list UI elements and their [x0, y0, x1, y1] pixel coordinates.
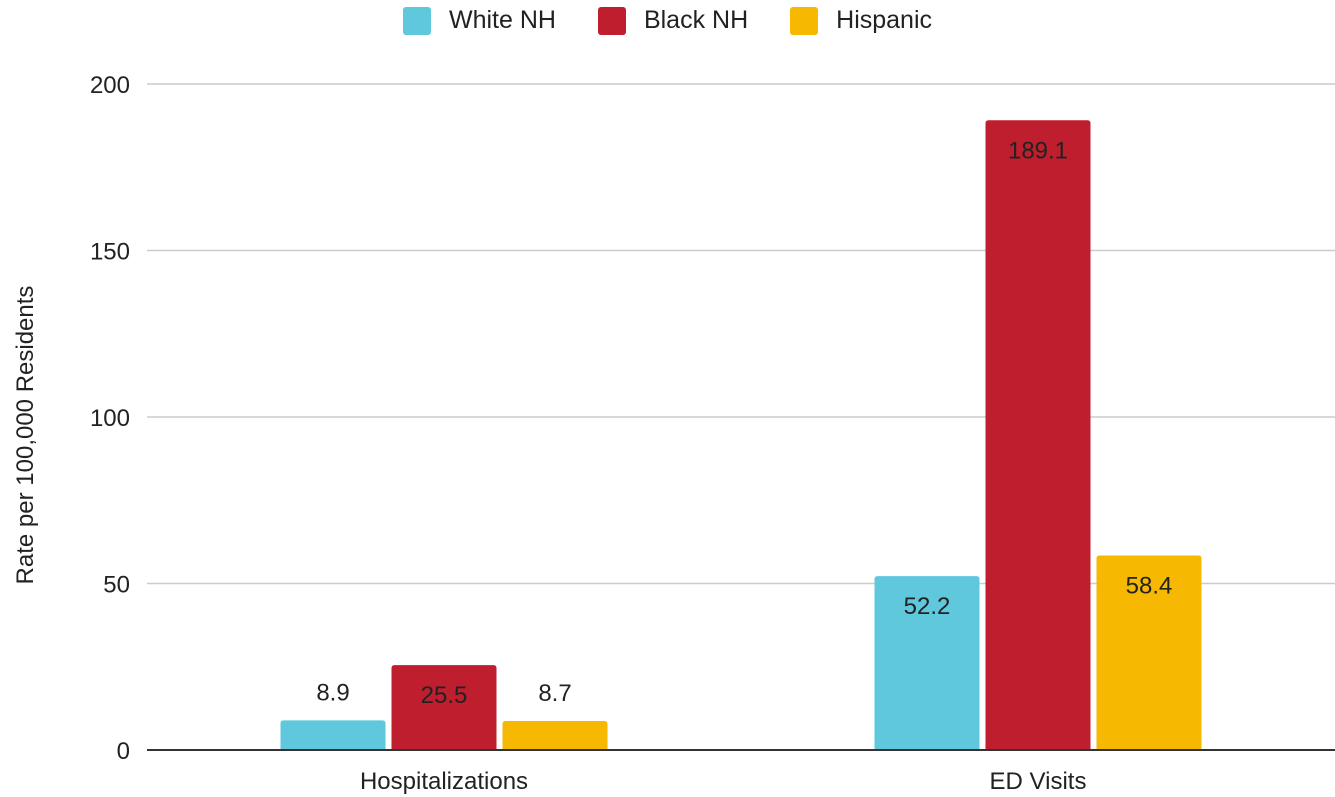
data-label: 189.1	[1008, 137, 1068, 164]
data-label: 8.9	[316, 679, 349, 706]
data-label: 58.4	[1126, 573, 1173, 600]
bar	[391, 665, 497, 750]
y-tick-label: 200	[90, 72, 130, 99]
legend-swatch-hispanic	[790, 6, 819, 35]
data-label: 8.7	[538, 680, 571, 707]
legend-item-black-nh[interactable]: Black NH	[597, 6, 749, 35]
x-tick-label: Hospitalizations	[360, 768, 528, 795]
legend-swatch-white-nh	[402, 6, 431, 35]
data-label: 25.5	[421, 682, 468, 709]
legend-item-hispanic[interactable]: Hispanic	[790, 6, 932, 35]
y-tick-label: 0	[117, 738, 130, 765]
bar	[280, 720, 386, 750]
bar	[874, 576, 980, 750]
y-tick-label: 150	[90, 239, 130, 266]
x-tick-label: ED Visits	[990, 768, 1087, 795]
legend-swatch-black-nh	[597, 6, 626, 35]
bar	[502, 721, 608, 750]
legend-item-white-nh[interactable]: White NH	[402, 6, 556, 35]
bar	[985, 120, 1091, 750]
legend-label-black-nh: Black NH	[643, 6, 749, 34]
data-label: 52.2	[904, 593, 951, 620]
legend-label-hispanic: Hispanic	[836, 6, 933, 34]
legend: White NH Black NH Hispanic	[0, 6, 1335, 35]
bar	[1096, 555, 1202, 750]
legend-label-white-nh: White NH	[448, 6, 556, 34]
y-tick-label: 100	[90, 405, 130, 432]
y-tick-label: 50	[103, 572, 130, 599]
